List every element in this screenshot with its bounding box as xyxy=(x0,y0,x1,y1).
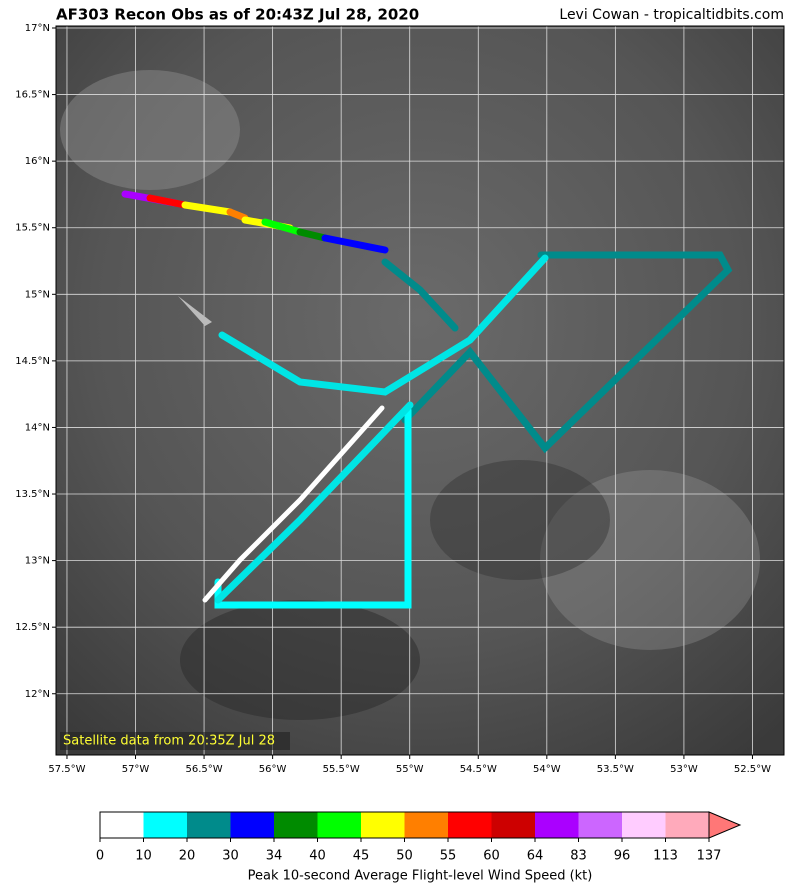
colorbar-bin xyxy=(100,812,144,838)
title: AF303 Recon Obs as of 20:43Z Jul 28, 202… xyxy=(56,6,419,24)
colorbar-tick-label: 0 xyxy=(96,849,104,864)
colorbar-bin xyxy=(187,812,231,838)
y-tick-label: 12.5°N xyxy=(15,622,50,633)
x-tick-label: 53.5°W xyxy=(597,764,634,775)
map-frame xyxy=(55,25,785,756)
colorbar-bin xyxy=(230,812,274,838)
x-tick-label: 55°W xyxy=(396,764,424,775)
colorbar-bin xyxy=(491,812,535,838)
y-tick-label: 13.5°N xyxy=(15,489,50,500)
colorbar-bin xyxy=(535,812,579,838)
colorbar-tick-label: 40 xyxy=(309,849,326,864)
aircraft-icon xyxy=(178,296,212,326)
x-tick-label: 57°W xyxy=(122,764,150,775)
flight-track xyxy=(121,190,733,609)
y-tick-label: 17°N xyxy=(25,23,50,34)
colorbar-bin xyxy=(317,812,361,838)
y-tick-label: 12°N xyxy=(25,689,50,700)
colorbar-bin xyxy=(361,812,405,838)
colorbar-tick-label: 137 xyxy=(697,849,722,864)
colorbar-tick-label: 34 xyxy=(266,849,283,864)
y-tick-label: 15.5°N xyxy=(15,223,50,234)
colorbar-extend xyxy=(708,811,742,839)
colorbar-bin xyxy=(143,812,187,838)
y-tick-label: 15°N xyxy=(25,289,50,300)
colorbar-tick-label: 96 xyxy=(614,849,631,864)
colorbar-bin xyxy=(448,812,492,838)
y-tick-label: 16.5°N xyxy=(15,90,50,101)
colorbar-tick-label: 83 xyxy=(570,849,587,864)
x-tick-label: 56°W xyxy=(259,764,287,775)
colorbar-bin xyxy=(622,812,666,838)
colorbar-tick-label: 45 xyxy=(353,849,370,864)
colorbar-tick-label: 30 xyxy=(222,849,239,864)
colorbar-tick-label: 50 xyxy=(396,849,413,864)
colorbar-tick-label: 60 xyxy=(483,849,500,864)
y-tick-label: 14°N xyxy=(25,422,50,433)
caption: Satellite data from 20:35Z Jul 28 xyxy=(63,734,275,749)
cloud xyxy=(540,470,760,650)
colorbar-bin xyxy=(274,812,318,838)
colorbar: 0 10 20 30 34 40 45 50 55 60 64 83 96 113 137 xyxy=(96,811,742,864)
y-tick-label: 14.5°N xyxy=(15,356,50,367)
colorbar-tick-label: 55 xyxy=(440,849,457,864)
colorbar-bin xyxy=(404,812,448,838)
y-tick-label: 16°N xyxy=(25,156,50,167)
colorbar-label: Peak 10-second Average Flight-level Wind… xyxy=(248,869,593,884)
x-tick-label: 53°W xyxy=(670,764,698,775)
colorbar-tick-label: 20 xyxy=(179,849,196,864)
grid xyxy=(56,26,784,755)
colorbar-bin xyxy=(578,812,622,838)
cloud xyxy=(60,70,240,190)
x-tick-label: 55.5°W xyxy=(323,764,360,775)
x-tick-label: 57.5°W xyxy=(48,764,85,775)
x-tick-label: 52.5°W xyxy=(734,764,771,775)
caption-box xyxy=(60,732,290,750)
colorbar-tick-label: 113 xyxy=(653,849,678,864)
y-tick-label: 13°N xyxy=(25,556,50,567)
colorbar-bin xyxy=(665,812,709,838)
x-tick-label: 56.5°W xyxy=(185,764,222,775)
map-area: Satellite data from 20:35Z Jul 28 xyxy=(56,26,784,755)
x-tick-label: 54.5°W xyxy=(460,764,497,775)
credit: Levi Cowan - tropicaltidbits.com xyxy=(559,7,784,23)
colorbar-tick-label: 10 xyxy=(135,849,152,864)
dark-area xyxy=(430,460,610,580)
x-tick-label: 54°W xyxy=(533,764,561,775)
colorbar-tick-label: 64 xyxy=(527,849,544,864)
dark-area xyxy=(180,600,420,720)
